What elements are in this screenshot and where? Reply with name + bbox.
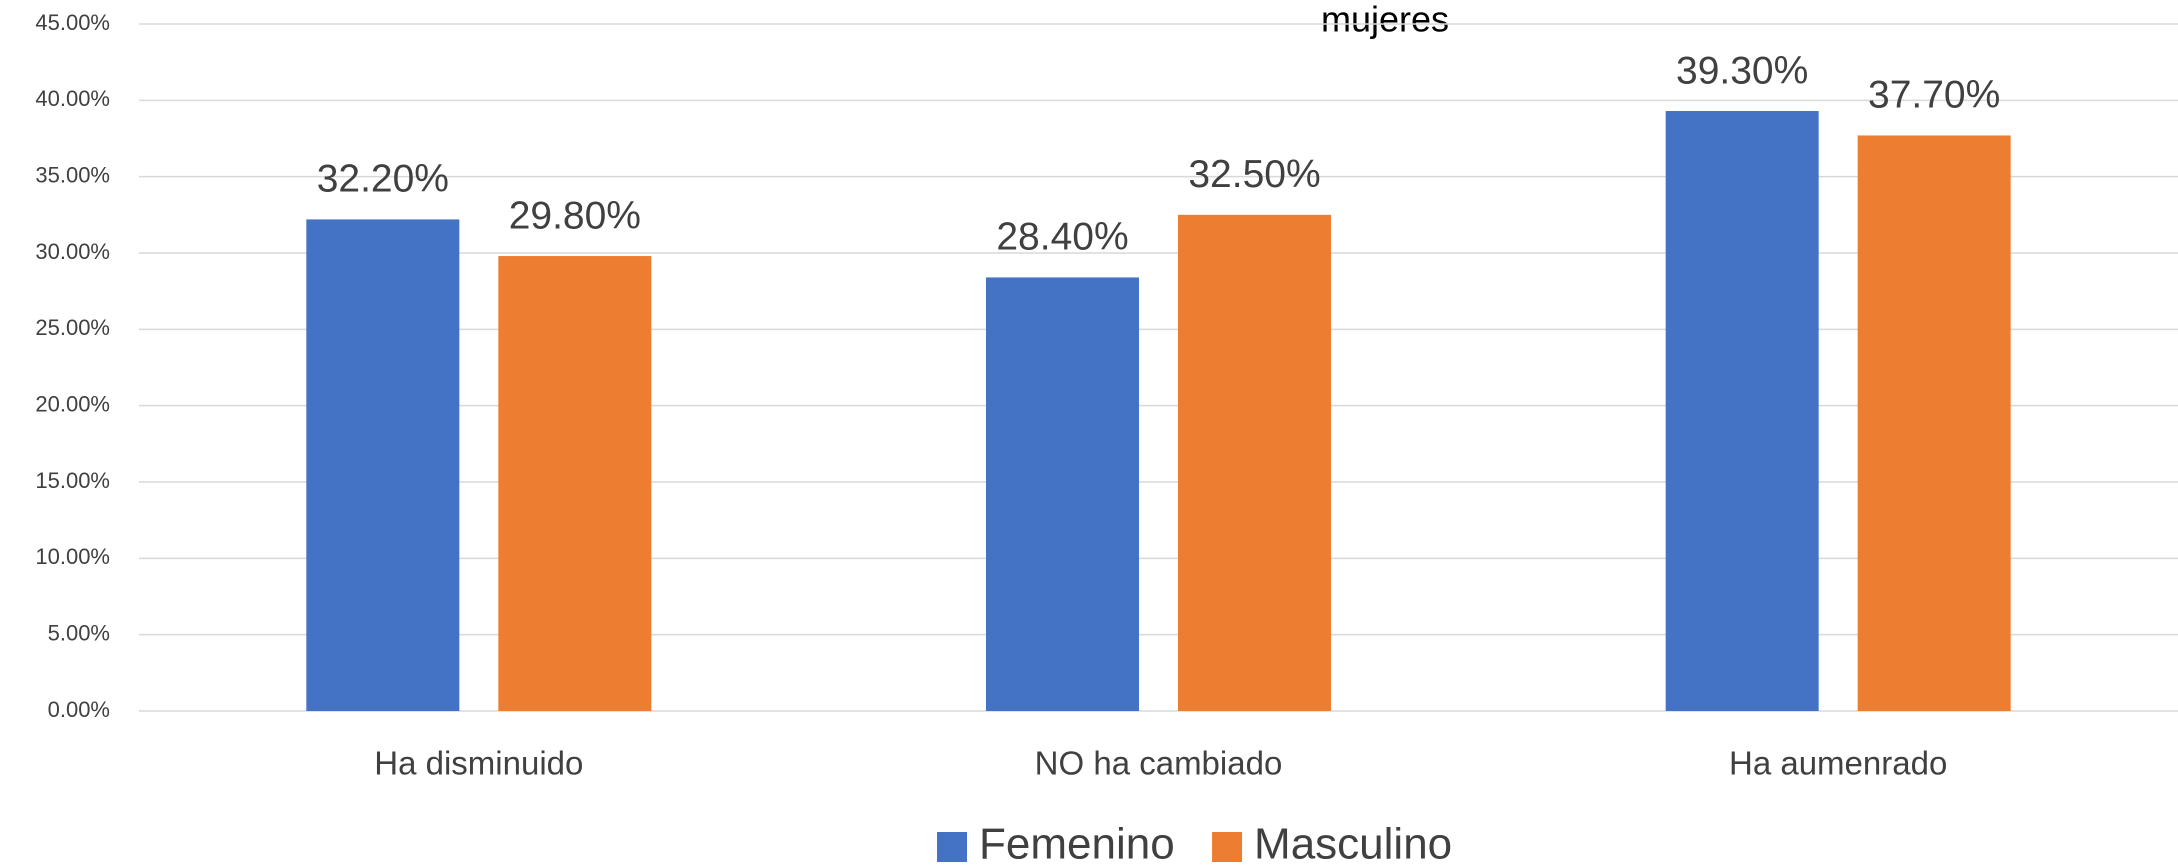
y-tick-label: 15.00% <box>35 468 110 493</box>
bar <box>986 277 1139 711</box>
data-label: 32.50% <box>1188 153 1320 196</box>
bar <box>1665 111 1819 711</box>
legend-label: Masculino <box>1254 820 1452 868</box>
data-label: 28.40% <box>996 216 1128 259</box>
chart-title: mujeres <box>1321 0 1449 40</box>
x-tick-label: Ha disminuido <box>374 745 583 782</box>
y-tick-label: 35.00% <box>35 162 110 187</box>
legend-swatch <box>937 832 968 862</box>
data-label: 32.20% <box>317 158 449 201</box>
y-tick-label: 0.00% <box>48 697 110 722</box>
bar <box>1178 214 1331 712</box>
y-tick-label: 40.00% <box>35 86 110 111</box>
bar <box>1857 135 2011 712</box>
y-tick-label: 20.00% <box>35 391 110 416</box>
bar <box>498 256 652 711</box>
y-tick-label: 5.00% <box>48 620 110 645</box>
x-tick-label: NO ha cambiado <box>1035 745 1283 782</box>
y-tick-label: 45.00% <box>35 10 110 35</box>
x-tick-label: Ha aumenrado <box>1729 745 1947 782</box>
data-label: 39.30% <box>1676 49 1808 92</box>
y-tick-label: 10.00% <box>35 544 110 569</box>
data-label: 37.70% <box>1868 74 2000 117</box>
bar <box>306 219 460 711</box>
y-tick-label: 25.00% <box>35 315 110 340</box>
legend-label: Femenino <box>979 820 1175 868</box>
legend-swatch <box>1212 832 1243 862</box>
y-tick-label: 30.00% <box>35 239 110 264</box>
data-label: 29.80% <box>509 194 641 237</box>
